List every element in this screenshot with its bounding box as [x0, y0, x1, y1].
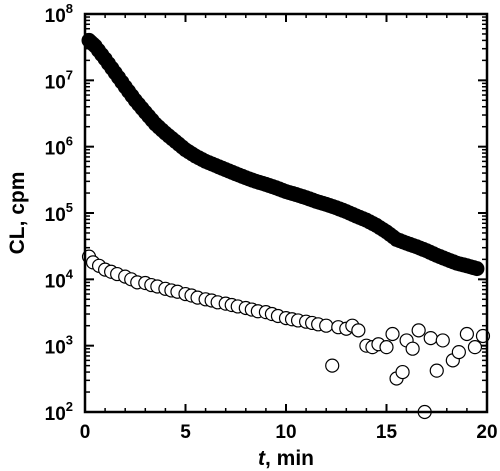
open-circle-point [385, 326, 400, 342]
open-circle-point [319, 318, 334, 333]
y-tick-base: 10 [45, 205, 66, 226]
x-tick-label: 0 [80, 422, 91, 443]
x-axis-label-unit: , min [265, 447, 314, 470]
y-tick-label: 108 [45, 1, 73, 27]
x-axis-label: t, min [258, 447, 314, 470]
y-tick-base: 10 [45, 139, 66, 160]
x-tick-label: 15 [376, 422, 398, 443]
y-tick-label: 107 [45, 67, 73, 93]
y-tick-label: 102 [45, 399, 73, 425]
y-tick-exponent: 5 [66, 200, 73, 215]
open-circle-point [451, 344, 466, 360]
y-tick-label: 104 [45, 266, 74, 292]
open-circle-point [379, 340, 394, 355]
x-axis-ticks: 0 5 10 15 20 [80, 14, 498, 443]
y-tick-base: 10 [45, 72, 66, 93]
open-circle-point [395, 364, 410, 380]
y-tick-base: 10 [45, 404, 66, 425]
y-tick-exponent: 4 [66, 266, 74, 281]
open-circle-point [351, 323, 366, 338]
x-tick-label: 5 [180, 422, 191, 443]
y-tick-base: 10 [45, 271, 66, 292]
open-circle-point [429, 363, 444, 378]
y-tick-base: 10 [45, 6, 66, 27]
x-axis-label-variable: t [258, 447, 266, 470]
open-circle-point [325, 358, 340, 373]
y-tick-label: 103 [45, 333, 73, 359]
data-points [81, 32, 491, 420]
y-tick-base: 10 [45, 338, 66, 359]
filled-circle-point [466, 260, 482, 276]
y-tick-exponent: 2 [66, 399, 73, 414]
x-tick-label: 10 [275, 422, 296, 443]
y-tick-exponent: 6 [66, 134, 73, 149]
open-circle-point [411, 323, 426, 338]
open-circle-point [435, 333, 450, 348]
x-tick-label: 20 [476, 422, 497, 443]
y-tick-exponent: 3 [66, 333, 73, 348]
y-tick-label: 105 [45, 200, 73, 226]
open-circle-point [405, 341, 420, 356]
open-circle-point [459, 326, 474, 342]
plot-frame [83, 12, 489, 414]
y-tick-exponent: 8 [66, 1, 73, 16]
y-tick-exponent: 7 [66, 67, 73, 82]
open-circle-point [423, 331, 438, 346]
y-tick-label: 106 [45, 134, 73, 160]
y-axis-label: CL, cpm [6, 172, 29, 255]
open-circle-point [467, 340, 483, 355]
